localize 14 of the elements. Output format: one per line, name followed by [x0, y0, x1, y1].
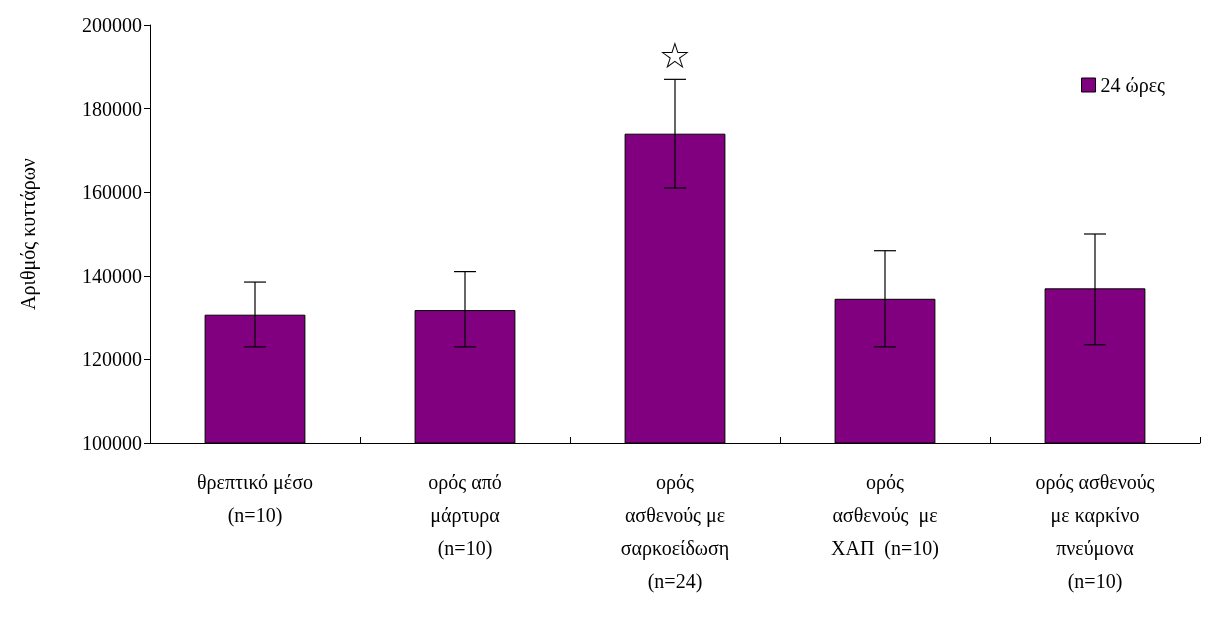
y-tick-label: 180000 — [82, 97, 142, 120]
y-tick-label: 120000 — [82, 348, 142, 371]
y-tick-label: 200000 — [82, 14, 142, 36]
x-tick-label: ορός ασθενούς με σαρκοείδωση (n=24) — [620, 470, 730, 593]
x-tick-label: θρεπτικό μέσο (n=10) — [196, 470, 314, 527]
x-tick-label: ορός ασθενούς με καρκίνο πνεύμονα (n=10) — [1035, 470, 1155, 593]
x-tick-label: ορός από μάρτυρα (n=10) — [428, 470, 502, 560]
y-tick-label: 160000 — [82, 181, 142, 204]
legend-label: 24 ώρες — [1100, 74, 1166, 97]
y-tick-label: 100000 — [82, 432, 142, 454]
annotation: ☆ — [658, 34, 692, 76]
y-axis-title: Αριθμός κυττάρων — [17, 158, 40, 310]
y-tick-label: 140000 — [82, 264, 142, 287]
x-tick-label: ορός ασθενούς με ΧΑΠ (n=10) — [831, 470, 939, 560]
